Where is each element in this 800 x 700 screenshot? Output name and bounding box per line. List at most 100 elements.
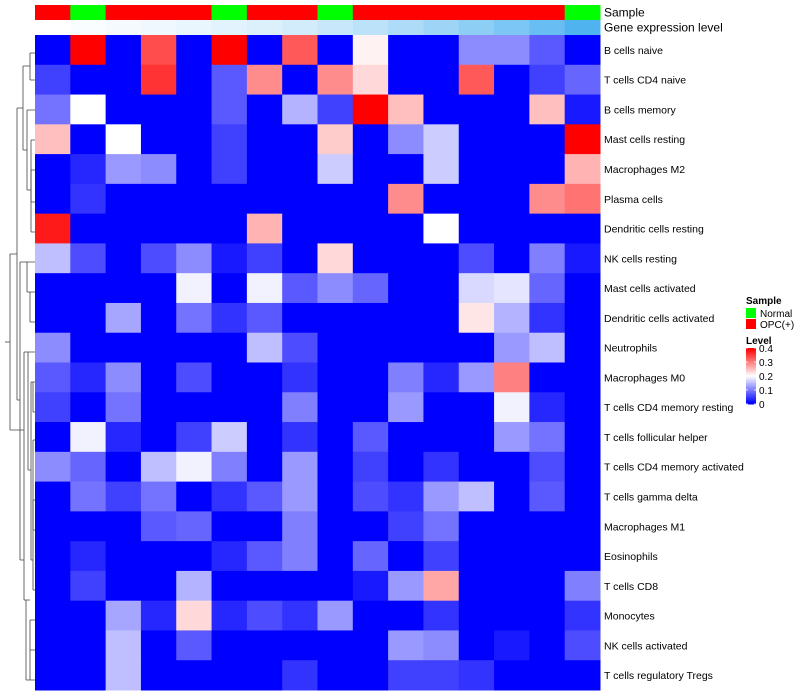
- heatmap-cell: [211, 451, 248, 483]
- heatmap-cell: [176, 481, 213, 512]
- heatmap-cell: [458, 541, 495, 572]
- legend-gradient-step: [746, 373, 756, 376]
- heatmap-cell: [423, 154, 460, 185]
- heatmap-cell: [140, 154, 177, 185]
- heatmap-cell: [458, 64, 495, 96]
- heatmap-cell: [282, 35, 318, 66]
- sample-annotation-cell: [388, 5, 424, 20]
- legend-gradient-step: [746, 355, 756, 357]
- heatmap-cell: [140, 183, 177, 215]
- heatmap-cell: [70, 570, 107, 602]
- heatmap-cell: [423, 213, 460, 244]
- heatmap-cell: [458, 481, 495, 512]
- heatmap-cell: [140, 392, 177, 423]
- heatmap-cell: [458, 660, 495, 691]
- heatmap-cell: [529, 630, 566, 661]
- heatmap-cell: [176, 451, 213, 483]
- expression-annotation-cell: [388, 20, 424, 35]
- heatmap-cell: [317, 94, 354, 125]
- legend-gradient-step: [746, 350, 756, 353]
- sample-annotation-cell: [35, 5, 71, 20]
- heatmap-cell: [564, 35, 601, 66]
- heatmap-cell: [494, 64, 530, 96]
- legend-gradient-step: [746, 390, 756, 392]
- heatmap-cell: [564, 213, 601, 244]
- heatmap-cell: [564, 660, 601, 691]
- heatmap-cell: [211, 94, 248, 125]
- heatmap-cell: [70, 362, 107, 393]
- heatmap-cell: [105, 422, 142, 453]
- heatmap-cell: [282, 332, 318, 363]
- heatmap-cell: [494, 511, 530, 542]
- heatmap-cell: [211, 630, 248, 661]
- heatmap-cell: [105, 124, 142, 155]
- heatmap-cell: [105, 630, 142, 661]
- heatmap-cell: [458, 422, 495, 453]
- expression-annotation-cell: [529, 20, 566, 35]
- row-label: T cells follicular helper: [604, 432, 708, 444]
- heatmap-cell: [352, 481, 389, 512]
- heatmap-cell: [494, 183, 530, 215]
- sample-annotation-cell: [564, 5, 601, 20]
- heatmap-cell: [282, 273, 318, 304]
- heatmap-cell: [494, 213, 530, 244]
- heatmap-cell: [35, 481, 71, 512]
- heatmap-cell: [564, 154, 601, 185]
- heatmap-cell: [529, 660, 566, 691]
- heatmap-cell: [70, 124, 107, 155]
- heatmap-cell: [35, 213, 71, 244]
- heatmap-cell: [494, 332, 530, 363]
- legend-gradient-step: [746, 364, 756, 367]
- legend-gradient-step: [746, 399, 756, 402]
- heatmap-cell: [529, 541, 566, 572]
- expression-annotation-cell: [423, 20, 460, 35]
- heatmap-cell: [494, 243, 530, 274]
- heatmap-cell: [211, 541, 248, 572]
- heatmap-cell: [529, 94, 566, 125]
- heatmap-cell: [494, 570, 530, 602]
- heatmap-cell: [317, 35, 354, 66]
- heatmap-cell: [317, 392, 354, 423]
- heatmap-cell: [35, 541, 71, 572]
- heatmap-cell: [423, 600, 460, 631]
- heatmap-cell: [140, 332, 177, 363]
- heatmap-cell: [388, 273, 424, 304]
- heatmap-cell: [317, 64, 354, 96]
- heatmap-cell: [282, 183, 318, 215]
- legend-gradient-step: [746, 359, 756, 362]
- heatmap-cell: [352, 541, 389, 572]
- legend-tick-label: 0: [759, 400, 765, 411]
- heatmap-cell: [70, 511, 107, 542]
- heatmap-cell: [211, 422, 248, 453]
- heatmap-cell: [529, 511, 566, 542]
- legend-gradient-step: [746, 385, 756, 388]
- heatmap-cell: [423, 570, 460, 602]
- heatmap-cell: [246, 243, 283, 274]
- heatmap-cell: [70, 213, 107, 244]
- heatmap-cell: [317, 362, 354, 393]
- heatmap-cell: [35, 600, 71, 631]
- heatmap-cell: [388, 541, 424, 572]
- heatmap-cell: [70, 154, 107, 185]
- legend-gradient-step: [746, 376, 756, 378]
- heatmap-cell: [282, 541, 318, 572]
- heatmap-cell: [35, 35, 71, 66]
- heatmap-cell: [388, 213, 424, 244]
- row-label: B cells naive: [604, 45, 663, 57]
- row-label: T cells gamma delta: [604, 491, 698, 503]
- heatmap-cell: [70, 273, 107, 304]
- legend-gradient-step: [746, 371, 756, 374]
- heatmap-cell: [317, 332, 354, 363]
- heatmap-cell: [352, 511, 389, 542]
- heatmap-cell: [246, 35, 283, 66]
- heatmap-cell: [564, 422, 601, 453]
- legend-gradient-step: [746, 366, 756, 369]
- heatmap-cell: [494, 451, 530, 483]
- heatmap-cell: [317, 600, 354, 631]
- heatmap-cell: [105, 600, 142, 631]
- sample-annotation-cell: [246, 5, 283, 20]
- row-label: Plasma cells: [604, 194, 663, 206]
- heatmap-cell: [246, 124, 283, 155]
- heatmap-cell: [564, 64, 601, 96]
